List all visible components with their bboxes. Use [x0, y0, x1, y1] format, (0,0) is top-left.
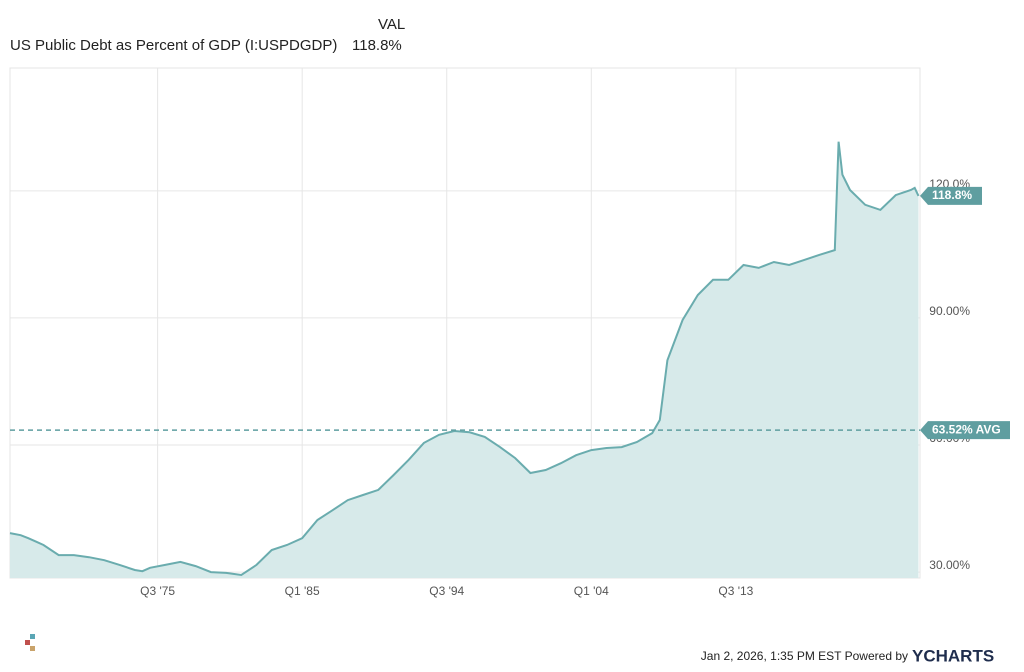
area	[10, 141, 919, 578]
average-label: 63.52% AVG	[932, 422, 1001, 436]
last-value-label: 118.8%	[932, 188, 972, 202]
average-tag	[920, 421, 1010, 440]
x-tick-label: Q3 '75	[140, 584, 175, 598]
logo-square	[30, 634, 35, 639]
logo	[25, 634, 35, 651]
logo-square	[25, 640, 30, 645]
line	[9, 141, 920, 577]
logo-square	[30, 646, 35, 651]
series-name: US Public Debt as Percent of GDP (I:USPD…	[10, 37, 337, 54]
x-tick-label: Q3 '94	[429, 584, 464, 598]
last-value-tag	[920, 186, 982, 205]
footer: Jan 2, 2026, 1:35 PM EST Powered by	[701, 649, 908, 663]
x-tick-label: Q1 '04	[574, 584, 609, 598]
series-value: 118.8%	[352, 37, 402, 54]
x-tick-label: Q1 '85	[285, 584, 320, 598]
y-tick-label: 90.00%	[929, 304, 970, 318]
value-header: VAL	[378, 16, 405, 33]
x-tick-label: Q3 '13	[718, 584, 753, 598]
y-tick-label: 30.00%	[929, 558, 970, 572]
brand: YCHARTS	[912, 646, 994, 665]
